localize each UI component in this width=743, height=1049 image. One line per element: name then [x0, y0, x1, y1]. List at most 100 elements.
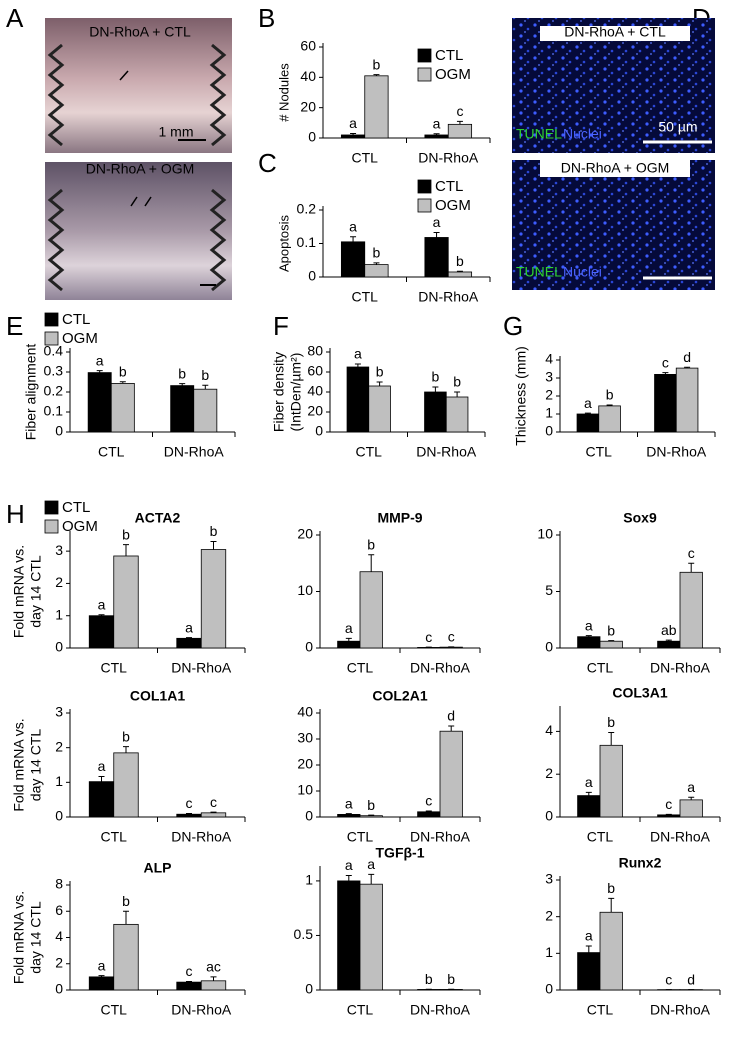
significance-letter: b — [119, 364, 127, 380]
y-tick-label: 0 — [545, 639, 553, 655]
bar — [576, 413, 600, 433]
x-tick-label: DN-RhoA — [418, 150, 479, 166]
bar — [88, 615, 115, 649]
stain-label: Nuclei — [563, 264, 602, 280]
significance-letter: c — [186, 795, 193, 811]
x-tick-label: CTL — [98, 444, 125, 460]
error-bar — [98, 775, 105, 782]
bar — [679, 799, 703, 818]
stain-label: Nuclei — [563, 126, 602, 142]
x-tick-label: DN-RhoA — [418, 289, 479, 305]
bar — [424, 237, 449, 278]
y-tick-label: 10 — [537, 526, 553, 542]
x-tick-label: DN-RhoA — [646, 444, 707, 460]
significance-letter: a — [584, 395, 592, 411]
y-tick-label: 80 — [307, 343, 323, 359]
scale-label: 1 mm — [159, 124, 194, 140]
panel-letter: C — [258, 148, 277, 178]
legend-label: OGM — [62, 330, 98, 347]
significance-letter: c — [688, 545, 695, 561]
bar — [364, 264, 389, 278]
error-bar — [368, 873, 375, 885]
error-bar — [608, 640, 615, 642]
x-tick-label: DN-RhoA — [650, 660, 711, 676]
error-bar — [123, 544, 129, 556]
error-bar — [345, 874, 352, 881]
significance-letter: b — [376, 364, 384, 380]
y-axis-label: Fold mRNA vs. — [11, 718, 27, 811]
chart-title: TGFβ-1 — [376, 845, 425, 861]
y-tick-label: 4 — [545, 722, 553, 738]
y-tick-label: 8 — [55, 876, 63, 892]
bar — [337, 880, 361, 991]
error-bar — [210, 540, 217, 550]
legend-label: OGM — [435, 197, 471, 214]
chart-title: MMP-9 — [377, 510, 422, 526]
y-tick-label: 3 — [55, 542, 63, 558]
bar — [176, 637, 202, 649]
significance-letter: c — [448, 629, 455, 645]
significance-letter: c — [665, 971, 672, 987]
y-tick-label: 0 — [55, 639, 63, 655]
chart-title: ACTA2 — [135, 510, 181, 526]
significance-letter: b — [367, 536, 375, 552]
legend-label: CTL — [62, 311, 90, 328]
error-bar — [350, 236, 357, 242]
x-tick-label: CTL — [356, 444, 383, 460]
y-axis-label: # Nodules — [276, 63, 291, 122]
bar — [113, 752, 139, 818]
image-caption: DN-RhoA + CTL — [564, 24, 666, 40]
significance-letter: a — [98, 758, 106, 774]
significance-letter: a — [354, 346, 362, 362]
error-bar — [123, 910, 129, 925]
significance-letter: b — [607, 880, 615, 896]
error-bar — [433, 133, 440, 135]
y-tick-label: 40 — [307, 383, 323, 399]
panel-letter: A — [6, 3, 24, 33]
x-tick-label: CTL — [347, 1002, 374, 1018]
x-tick-label: CTL — [586, 444, 613, 460]
bar — [200, 549, 227, 649]
y-tick-label: 2 — [55, 738, 63, 754]
error-bar — [210, 811, 217, 813]
x-tick-label: DN-RhoA — [650, 829, 711, 845]
bar — [359, 815, 383, 818]
bar — [679, 571, 703, 649]
bar — [657, 640, 681, 649]
error-bar — [432, 386, 439, 392]
legend-label: CTL — [62, 499, 90, 516]
bar — [577, 795, 601, 818]
error-bar — [662, 372, 669, 375]
y-axis-label: Fold mRNA vs. — [11, 891, 27, 984]
significance-letter: c — [425, 629, 432, 645]
error-bar — [456, 270, 463, 272]
y-tick-label: 0 — [55, 808, 63, 824]
significance-letter: a — [96, 352, 104, 368]
significance-letter: a — [345, 620, 353, 636]
error-bar — [585, 635, 592, 637]
y-tick-label: 10 — [297, 582, 313, 598]
significance-letter: a — [98, 957, 106, 973]
y-tick-label: 60 — [300, 38, 316, 54]
panel-letter: E — [6, 311, 23, 341]
chart-title: Sox9 — [623, 510, 657, 526]
y-tick-label: 0.1 — [297, 234, 317, 250]
error-bar — [608, 731, 615, 746]
chart-title: ALP — [144, 860, 172, 876]
y-tick-label: 0.2 — [297, 201, 317, 217]
error-bar — [454, 391, 461, 397]
significance-letter: a — [585, 928, 593, 944]
error-bar — [425, 810, 432, 812]
y-tick-label: 0.2 — [44, 383, 64, 399]
y-axis-label: Fiber alignment — [23, 344, 39, 441]
y-axis-label: day 14 CTL — [28, 555, 44, 628]
y-tick-label: 0 — [315, 423, 323, 439]
error-bar — [433, 231, 440, 238]
bar — [657, 814, 681, 818]
bar — [337, 814, 361, 818]
bar — [346, 366, 370, 433]
legend-swatch — [417, 179, 432, 194]
x-tick-label: CTL — [347, 660, 374, 676]
error-bar — [98, 614, 105, 616]
x-tick-label: DN-RhoA — [410, 1002, 471, 1018]
